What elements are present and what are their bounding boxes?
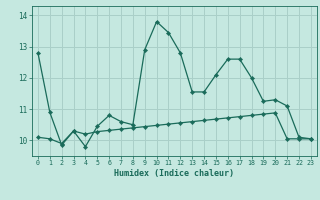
X-axis label: Humidex (Indice chaleur): Humidex (Indice chaleur) bbox=[115, 169, 234, 178]
